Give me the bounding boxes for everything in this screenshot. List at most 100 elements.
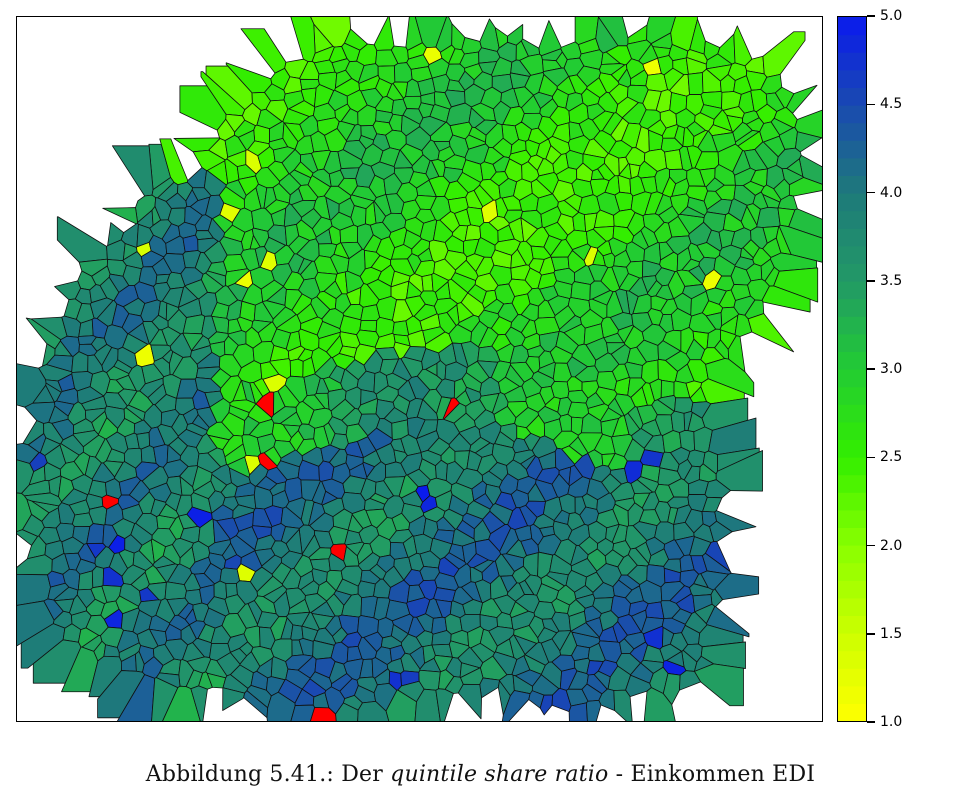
map-region [155,672,181,688]
colorbar-band [838,580,866,599]
colorbar-band [838,509,866,528]
caption-italic: quintile share ratio [390,762,609,787]
colorbar-tick [867,368,875,370]
colorbar-band [838,474,866,493]
colorbar-band [838,228,866,247]
colorbar-gradient [838,17,866,721]
map-region [397,680,425,703]
map-region [528,690,545,709]
colorbar-band [838,421,866,440]
colorbar-tick [867,280,875,282]
map-region [17,554,53,576]
map-region [97,670,146,719]
map-region [444,552,467,570]
map-region [712,109,733,132]
map-region [474,119,498,136]
map-region [559,413,573,432]
map-region [357,580,376,599]
map-region [670,410,686,434]
map-region [414,688,441,721]
colorbar-tick [867,103,875,105]
map-panel [16,16,823,722]
colorbar-tick-label: 2.0 [880,537,903,554]
map-region [77,570,94,591]
colorbar-tick [867,633,875,635]
colorbar [837,16,867,722]
map-region [788,208,822,239]
colorbar-band [838,69,866,88]
map-region [585,699,602,721]
map-region [679,670,702,691]
map-region [91,566,105,589]
map-region [457,683,482,720]
map-region [479,18,500,52]
map-region [227,456,251,478]
colorbar-band [838,245,866,264]
map-region [190,685,208,721]
colorbar-band [838,369,866,388]
colorbar-band [838,562,866,581]
map-region [786,158,804,177]
map-region [572,211,587,232]
map-region [164,581,187,601]
map-region [421,274,434,292]
map-region [785,84,818,114]
colorbar-band [838,404,866,423]
map-region [111,145,154,197]
map-region [705,606,750,638]
map-region [182,314,206,335]
map-region [219,567,241,584]
map-region [479,677,500,699]
map-region [756,206,781,228]
map-region [240,28,287,74]
colorbar-band [838,597,866,616]
map-region [699,104,723,120]
caption-prefix: Abbildung 5.41.: Der [145,762,391,787]
colorbar-tick-label: 1.0 [880,714,903,730]
colorbar-band [838,703,866,721]
colorbar-band [838,175,866,194]
colorbar-band [838,633,866,652]
map-region [714,572,760,601]
figure-caption: Abbildung 5.41.: Der quintile share rati… [0,762,961,787]
colorbar-band [838,685,866,704]
choropleth-map [17,17,822,721]
colorbar-band [838,157,866,176]
map-region [607,397,625,417]
colorbar-band [838,52,866,71]
colorbar-band [838,34,866,53]
colorbar-tick [867,456,875,458]
colorbar-band [838,281,866,300]
map-region [102,207,138,225]
map-region [568,702,588,721]
map-region [687,72,704,95]
colorbar-tick-label: 5.0 [880,8,903,24]
map-region [762,31,806,78]
map-region [464,224,482,241]
colorbar-band [838,527,866,546]
map-region [643,687,676,721]
colorbar-band [838,668,866,687]
colorbar-band [838,615,866,634]
map-region [350,205,367,228]
colorbar-band [838,17,866,36]
colorbar-band [838,122,866,141]
colorbar-band [838,298,866,317]
map-region [435,688,454,721]
map-region [674,397,694,414]
map-region [290,624,304,641]
colorbar-band [838,333,866,352]
map-region [56,216,108,263]
colorbar-band [838,263,866,282]
colorbar-band [838,140,866,159]
map-region [54,400,75,417]
colorbar-band [838,492,866,511]
colorbar-band [838,650,866,669]
colorbar-tick [867,721,875,723]
colorbar-tick [867,544,875,547]
map-region [747,313,795,353]
map-region [613,689,633,721]
map-region [290,17,316,62]
colorbar-band [838,386,866,405]
colorbar-tick-label: 1.5 [880,625,903,642]
